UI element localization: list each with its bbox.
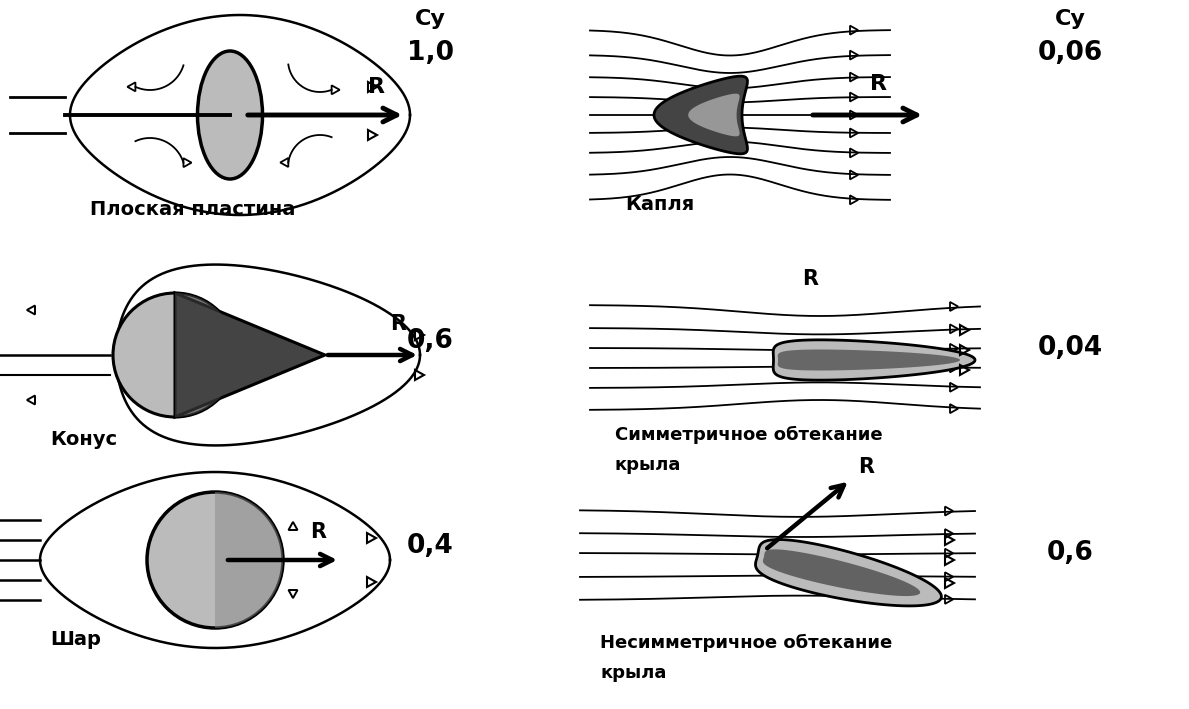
Ellipse shape: [197, 51, 263, 179]
Polygon shape: [215, 492, 283, 628]
Polygon shape: [175, 293, 237, 417]
Text: R: R: [870, 74, 887, 94]
Polygon shape: [763, 549, 920, 596]
Text: R: R: [803, 269, 818, 289]
Polygon shape: [778, 350, 960, 371]
Text: 0,04: 0,04: [1038, 335, 1102, 361]
Text: 1,0: 1,0: [407, 40, 453, 66]
Text: Капля: Капля: [625, 195, 694, 214]
Text: Конус: Конус: [50, 430, 118, 449]
Text: Cy: Cy: [1055, 9, 1086, 29]
Text: крыла: крыла: [615, 456, 681, 474]
Text: R: R: [369, 77, 385, 97]
Text: крыла: крыла: [600, 664, 666, 682]
Polygon shape: [773, 340, 975, 380]
Circle shape: [113, 293, 237, 417]
Text: 0,6: 0,6: [407, 328, 453, 354]
Text: Симметричное обтекание: Симметричное обтекание: [615, 426, 882, 444]
Text: Cy: Cy: [415, 9, 446, 29]
Text: 0,6: 0,6: [1046, 540, 1094, 566]
Polygon shape: [755, 540, 942, 606]
Text: R: R: [390, 314, 405, 334]
Polygon shape: [175, 293, 325, 417]
Text: R: R: [310, 522, 326, 542]
Circle shape: [147, 492, 283, 628]
Text: Плоская пластина: Плоская пластина: [90, 200, 295, 219]
Text: 0,4: 0,4: [407, 533, 453, 559]
Text: R: R: [858, 457, 874, 477]
Polygon shape: [688, 94, 740, 136]
Text: Шар: Шар: [50, 630, 101, 649]
Text: 0,06: 0,06: [1037, 40, 1102, 66]
Text: Несимметричное обтекание: Несимметричное обтекание: [600, 634, 892, 652]
Polygon shape: [654, 76, 748, 154]
